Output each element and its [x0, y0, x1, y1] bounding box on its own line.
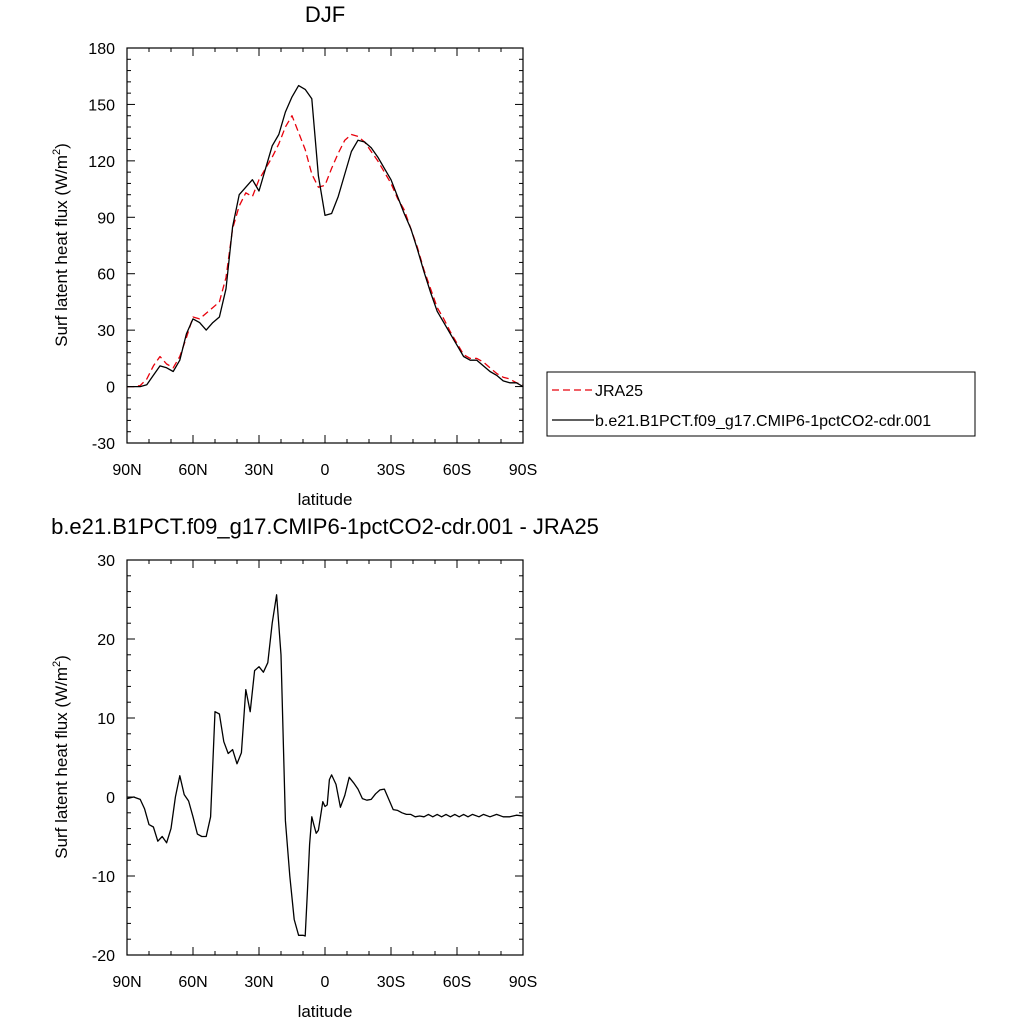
top-y-tick-label: 90: [97, 210, 115, 227]
bottom-plot-frame: [126, 559, 524, 956]
top-y-tick-label: 30: [97, 323, 115, 340]
top-axis-ticks: 90N 60N 30N 0 30S 60S 90S -30 0 30 60 90 120 150 180: [88, 41, 537, 479]
bottom-axis-ticks: 90N 60N 30N 0 30S 60S 90S -20 -10 0 10 20 30: [92, 553, 537, 991]
legend-label-model: b.e21.B1PCT.f09_g17.CMIP6-1pctCO2-cdr.00…: [595, 413, 931, 430]
bottom-series-line-0: [126, 594, 524, 937]
bottom-y-tick-label: 20: [97, 632, 115, 649]
top-x-tick-label: 60S: [443, 462, 471, 479]
legend-label-jra25: JRA25: [595, 383, 643, 400]
bottom-x-tick-label: 60N: [178, 974, 207, 991]
top-plot-marks: [127, 84, 524, 388]
top-panel: DJF 90N 60N 30N 0 30S 60S 90S -30 0 30 60 90 120 150 1…: [51, 2, 976, 509]
top-x-tick-label: 60N: [178, 462, 207, 479]
bottom-x-axis-label: latitude: [298, 1002, 353, 1021]
bottom-x-tick-label: 60S: [443, 974, 471, 991]
top-y-tick-label: -30: [92, 436, 115, 453]
legend: JRA25 b.e21.B1PCT.f09_g17.CMIP6-1pctCO2-…: [546, 371, 976, 437]
bottom-y-tick-label: 30: [97, 553, 115, 570]
top-series-line-0: [127, 115, 524, 388]
top-plot-frame: [126, 47, 524, 444]
bottom-y-axis-label: Surf latent heat flux (W/m2): [51, 655, 71, 859]
bottom-plot-marks: [126, 594, 524, 937]
bottom-x-tick-label: 0: [321, 974, 330, 991]
top-x-tick-label: 90S: [509, 462, 537, 479]
top-x-axis-label: latitude: [298, 490, 353, 509]
top-x-tick-label: 30N: [244, 462, 273, 479]
bottom-y-tick-label: -20: [92, 948, 115, 965]
bottom-y-tick-label: -10: [92, 869, 115, 886]
bottom-x-tick-label: 30N: [244, 974, 273, 991]
top-series-line-1: [127, 84, 524, 388]
bottom-x-tick-label: 30S: [377, 974, 405, 991]
bottom-x-tick-label: 90S: [509, 974, 537, 991]
bottom-chart-title: b.e21.B1PCT.f09_g17.CMIP6-1pctCO2-cdr.00…: [51, 514, 599, 539]
legend-box: [546, 371, 976, 437]
top-y-tick-label: 120: [88, 154, 115, 171]
top-x-tick-label: 30S: [377, 462, 405, 479]
bottom-x-tick-label: 90N: [112, 974, 141, 991]
top-x-tick-label: 0: [321, 462, 330, 479]
bottom-y-tick-label: 0: [106, 790, 115, 807]
top-y-tick-label: 180: [88, 41, 115, 58]
top-chart-title: DJF: [305, 2, 345, 27]
top-y-tick-label: 150: [88, 97, 115, 114]
top-x-tick-label: 90N: [112, 462, 141, 479]
top-y-axis-label: Surf latent heat flux (W/m2): [51, 143, 71, 347]
bottom-panel: b.e21.B1PCT.f09_g17.CMIP6-1pctCO2-cdr.00…: [51, 514, 599, 1021]
bottom-y-tick-label: 10: [97, 711, 115, 728]
top-y-tick-label: 60: [97, 267, 115, 284]
top-y-tick-label: 0: [106, 380, 115, 397]
